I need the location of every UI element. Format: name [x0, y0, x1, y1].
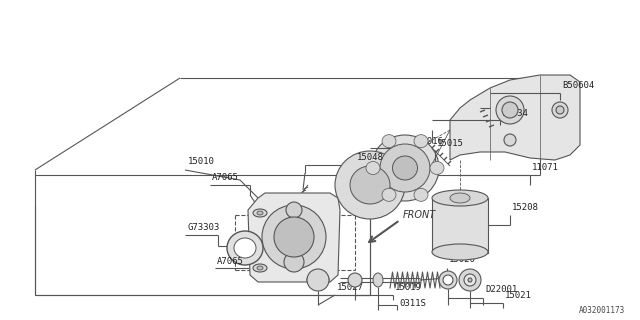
- Text: 15010: 15010: [188, 157, 215, 166]
- Circle shape: [459, 269, 481, 291]
- Text: 15027: 15027: [337, 284, 364, 292]
- Text: 15019: 15019: [395, 284, 422, 292]
- Text: 15016: 15016: [417, 138, 444, 147]
- Text: 15020: 15020: [449, 255, 476, 265]
- Ellipse shape: [234, 238, 256, 258]
- Bar: [432, 198, 488, 253]
- Circle shape: [262, 205, 326, 269]
- Ellipse shape: [227, 231, 263, 265]
- Text: B50604: B50604: [562, 82, 595, 91]
- Ellipse shape: [253, 264, 267, 272]
- Text: 0311S: 0311S: [399, 299, 426, 308]
- Circle shape: [307, 269, 329, 291]
- Text: 15048: 15048: [357, 154, 384, 163]
- Circle shape: [348, 273, 362, 287]
- Ellipse shape: [257, 266, 263, 270]
- Text: G73303: G73303: [187, 223, 220, 233]
- Ellipse shape: [257, 211, 263, 215]
- Circle shape: [556, 106, 564, 114]
- Circle shape: [274, 217, 314, 257]
- Ellipse shape: [430, 162, 444, 174]
- Polygon shape: [450, 75, 580, 160]
- Circle shape: [496, 96, 524, 124]
- Ellipse shape: [380, 144, 430, 192]
- Text: A032001173: A032001173: [579, 306, 625, 315]
- Ellipse shape: [432, 244, 488, 260]
- Ellipse shape: [253, 209, 267, 217]
- Ellipse shape: [414, 188, 428, 201]
- Text: 15021: 15021: [505, 291, 532, 300]
- Text: D22001: D22001: [485, 285, 517, 294]
- Circle shape: [284, 252, 304, 272]
- Ellipse shape: [414, 135, 428, 148]
- Text: A7065: A7065: [217, 257, 244, 266]
- Ellipse shape: [366, 162, 380, 174]
- Ellipse shape: [371, 135, 439, 201]
- Text: A7065: A7065: [212, 173, 239, 182]
- Ellipse shape: [307, 272, 329, 288]
- Ellipse shape: [450, 193, 470, 203]
- Ellipse shape: [335, 151, 405, 219]
- Text: 15015: 15015: [437, 139, 464, 148]
- Polygon shape: [248, 193, 340, 282]
- Ellipse shape: [382, 135, 396, 148]
- Ellipse shape: [392, 156, 417, 180]
- Ellipse shape: [373, 273, 383, 287]
- Circle shape: [468, 278, 472, 282]
- Ellipse shape: [350, 166, 390, 204]
- Circle shape: [552, 102, 568, 118]
- Circle shape: [439, 271, 457, 289]
- Circle shape: [502, 102, 518, 118]
- Text: 15034: 15034: [502, 108, 529, 117]
- Ellipse shape: [432, 190, 488, 206]
- Circle shape: [286, 202, 302, 218]
- Circle shape: [504, 134, 516, 146]
- Text: 11071: 11071: [532, 164, 559, 172]
- Circle shape: [443, 275, 453, 285]
- Text: 15208: 15208: [512, 204, 539, 212]
- Circle shape: [464, 274, 476, 286]
- Ellipse shape: [382, 188, 396, 201]
- Text: FRONT: FRONT: [403, 210, 436, 220]
